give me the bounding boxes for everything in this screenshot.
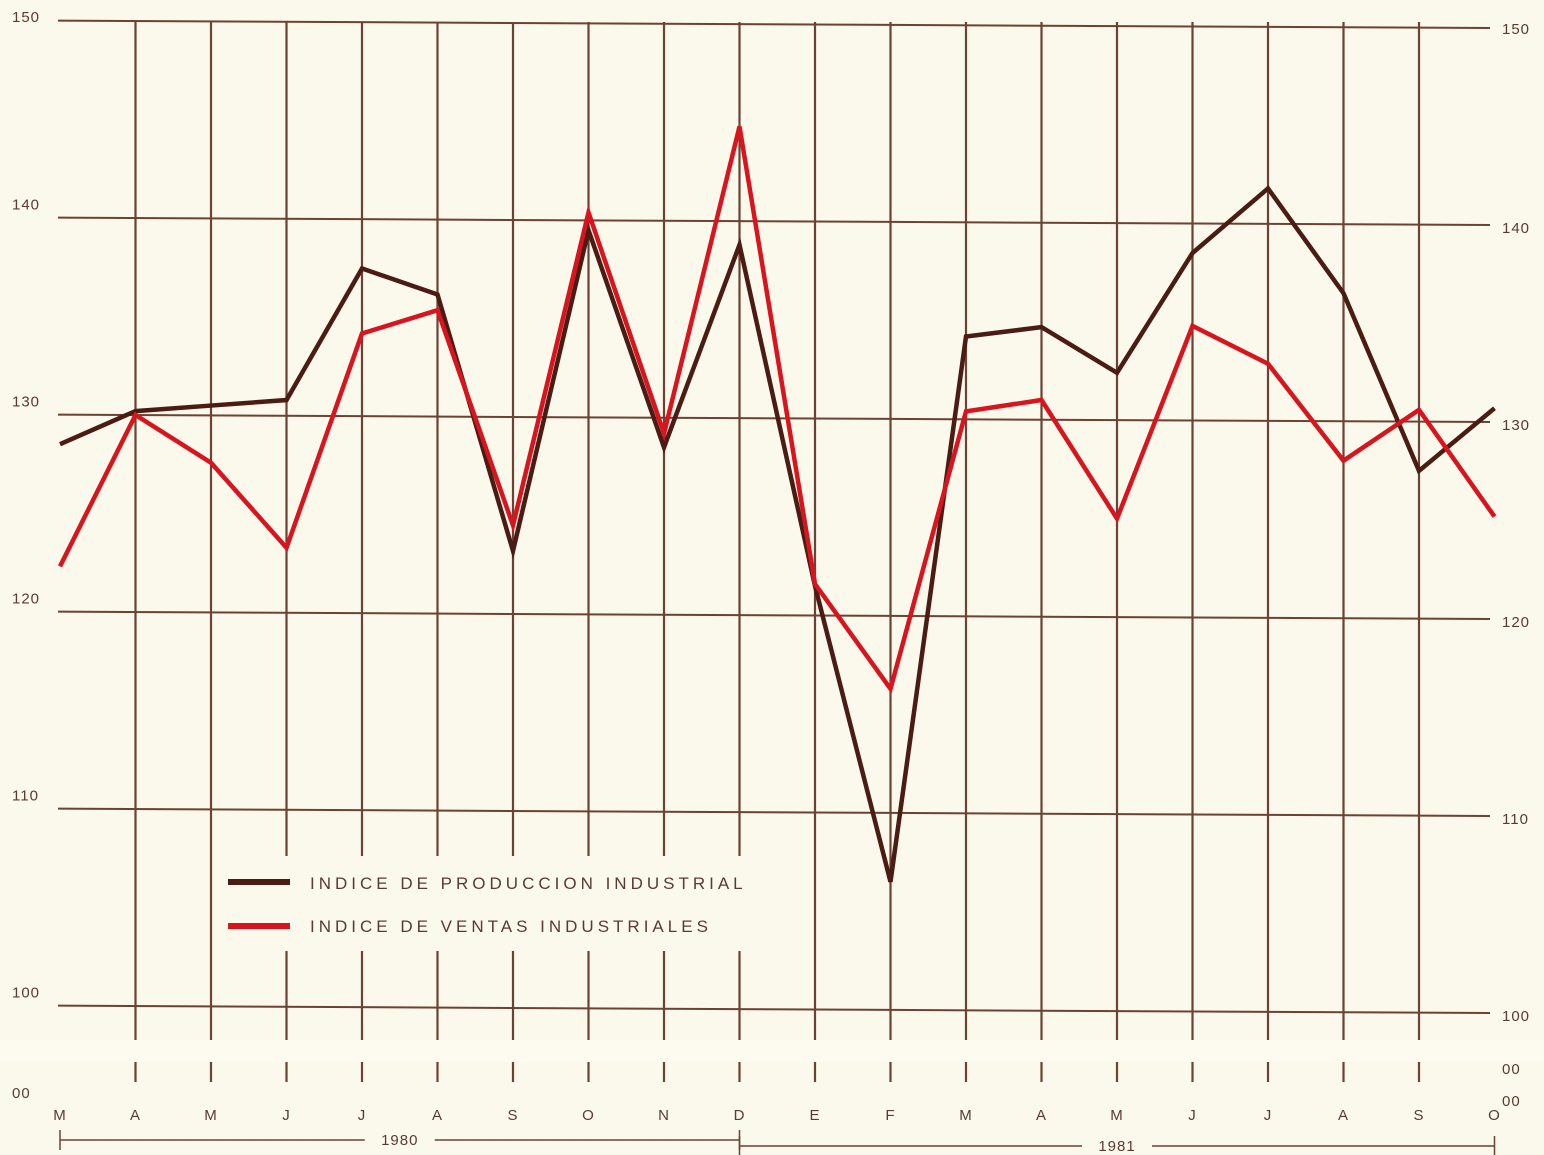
- x-tick-label: M: [959, 1107, 973, 1124]
- series-line-ventas: [57, 126, 1497, 694]
- y-tick-label-right: 00: [1502, 1093, 1521, 1110]
- y-tick-label-right: 100: [1502, 1008, 1530, 1025]
- x-tick-label: J: [282, 1107, 291, 1124]
- grid-line-horizontal: [57, 610, 1491, 621]
- legend: INDICE DE PRODUCCION INDUSTRIAL INDICE D…: [220, 856, 765, 951]
- year-brackets: 1980 1981: [59, 1130, 1496, 1155]
- y-tick-label-right: 140: [1502, 220, 1530, 237]
- y-tick-label-left: 100: [12, 985, 40, 1002]
- x-tick-label: N: [658, 1107, 670, 1124]
- x-tick-label: J: [1264, 1107, 1273, 1124]
- y-tick-label-left: 140: [12, 197, 40, 214]
- y-tick-label-right: 150: [1502, 21, 1530, 38]
- x-tick-label: A: [1338, 1107, 1349, 1124]
- y-tick-label-left: 110: [12, 788, 39, 805]
- legend-label-produccion: INDICE DE PRODUCCION INDUSTRIAL: [310, 874, 747, 893]
- year-label: 1981: [1098, 1138, 1135, 1155]
- y-tick-label-right: 120: [1502, 614, 1530, 631]
- x-tick-label: D: [734, 1107, 746, 1124]
- x-tick-label: A: [1036, 1107, 1047, 1124]
- year-label: 1980: [381, 1132, 418, 1149]
- x-tick-label: A: [432, 1107, 443, 1124]
- x-tick-label: O: [582, 1107, 595, 1124]
- legend-label-ventas: INDICE DE VENTAS INDUSTRIALES: [310, 917, 712, 936]
- grid-line-horizontal: [57, 216, 1491, 227]
- x-tick-label: J: [358, 1107, 367, 1124]
- y-axis-tick-labels: 150 140 130 120 110 100 00 150 140 130 120 110 100 00…: [12, 9, 1530, 1110]
- series-lines: [57, 126, 1497, 883]
- x-tick-label: S: [1413, 1107, 1424, 1124]
- x-tick-label: A: [130, 1107, 141, 1124]
- x-tick-label: S: [507, 1107, 518, 1124]
- x-tick-label: O: [1488, 1107, 1501, 1124]
- y-tick-label-left: 130: [12, 394, 40, 411]
- x-tick-label: M: [53, 1107, 67, 1124]
- grid-line-horizontal: [57, 807, 1491, 818]
- axis-break-band: [0, 1040, 1544, 1062]
- x-tick-label: F: [885, 1107, 895, 1124]
- x-tick-label: J: [1188, 1107, 1197, 1124]
- y-tick-label-left: 00: [12, 1085, 31, 1102]
- grid-line-horizontal: [57, 1004, 1491, 1015]
- grid-line-horizontal: [57, 413, 1491, 424]
- y-tick-label-right: 130: [1502, 417, 1530, 434]
- y-tick-label-left: 120: [12, 591, 40, 608]
- x-tick-label: M: [1110, 1107, 1124, 1124]
- grid-line-horizontal: [57, 19, 1491, 30]
- y-tick-label-left: 150: [12, 9, 40, 26]
- y-tick-label-right: 110: [1502, 811, 1529, 828]
- x-tick-label: M: [204, 1107, 218, 1124]
- y-tick-label-right: 00: [1502, 1061, 1521, 1078]
- legend-background: [220, 856, 765, 951]
- x-tick-label: E: [809, 1107, 820, 1124]
- series-line-produccion: [59, 185, 1496, 883]
